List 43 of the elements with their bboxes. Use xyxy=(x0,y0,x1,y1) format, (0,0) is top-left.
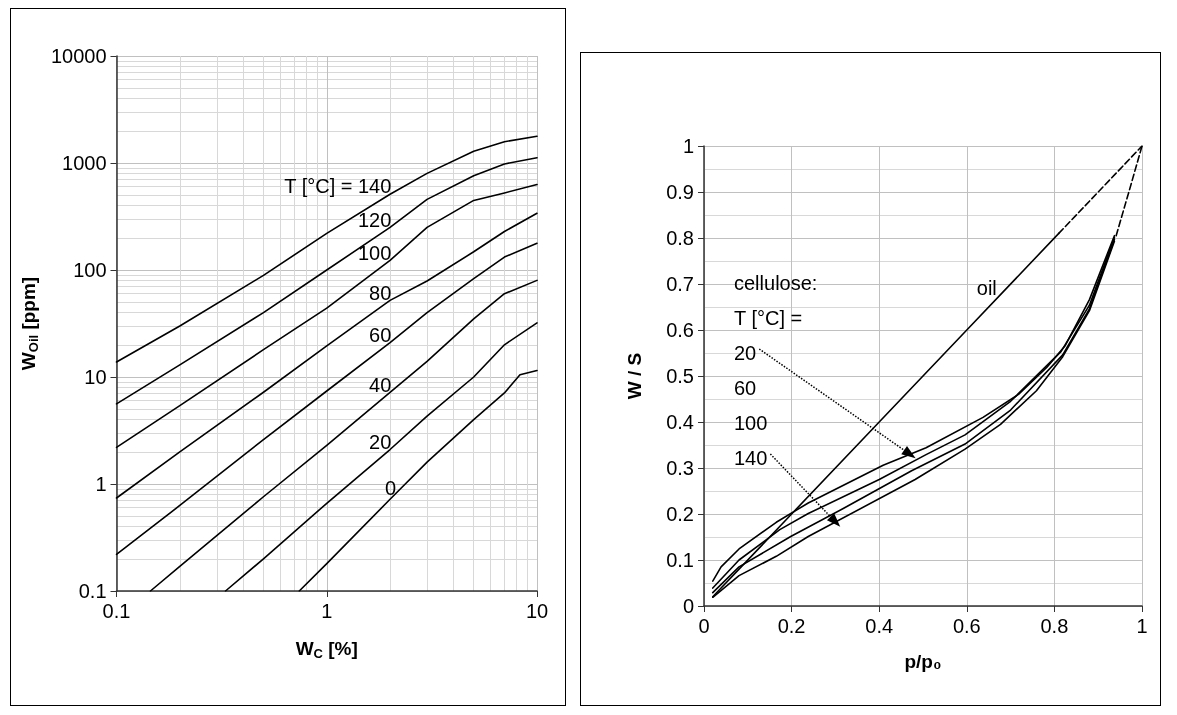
y-tick-label: 1000 xyxy=(62,152,107,174)
annotation: 0 xyxy=(384,477,397,500)
annotation: cellulose: xyxy=(734,272,818,294)
annotation: 20 xyxy=(369,431,392,454)
annotation: 140 xyxy=(734,447,768,469)
x-tick-label: 1 xyxy=(321,600,333,622)
y-tick-label: 1 xyxy=(682,135,694,157)
y-axis-title: W / S xyxy=(624,352,645,400)
y-tick-label: 0.1 xyxy=(666,549,694,571)
x-tick-label: 0 xyxy=(698,615,710,637)
annotation: T [°C] = 140 xyxy=(284,175,392,198)
y-tick-label: 0.5 xyxy=(666,365,694,387)
annotation: 60 xyxy=(734,377,757,399)
y-tick-label: 0.8 xyxy=(666,227,694,249)
y-tick-label: 0.4 xyxy=(666,411,694,433)
annotation: 100 xyxy=(357,241,392,264)
series-label: oil xyxy=(976,277,997,300)
y-axis-title: WOil [ppm] xyxy=(18,276,41,371)
annotation: 80 xyxy=(369,282,392,305)
x-tick-label: 0.2 xyxy=(777,615,806,637)
annotation: 60 xyxy=(369,324,392,347)
y-tick-label: 10 xyxy=(84,366,107,388)
y-tick-label: 0.2 xyxy=(666,503,694,525)
y-tick-label: 0.3 xyxy=(666,457,694,479)
y-tick-label: 1 xyxy=(95,473,107,495)
annotation: T [°C] = xyxy=(734,307,803,329)
x-tick-label: 0.6 xyxy=(952,615,981,637)
y-tick-label: 0.1 xyxy=(78,580,107,602)
annotation: 120 xyxy=(357,208,392,231)
y-tick-label: 0.9 xyxy=(666,181,694,203)
x-tick-label: 0.1 xyxy=(102,600,131,622)
y-tick-label: 100 xyxy=(73,259,107,281)
annotation: 40 xyxy=(369,374,392,397)
x-tick-label: 1 xyxy=(1136,615,1148,637)
annotation: 20 xyxy=(734,342,757,364)
x-tick-label: 10 xyxy=(525,600,549,622)
annotation: 100 xyxy=(734,412,768,434)
x-tick-label: 0.4 xyxy=(865,615,894,637)
x-tick-label: 0.8 xyxy=(1040,615,1069,637)
y-tick-label: 10000 xyxy=(50,45,107,67)
y-tick-label: 0.6 xyxy=(666,319,694,341)
y-tick-label: 0.7 xyxy=(666,273,694,295)
x-axis-title: p/p₀ xyxy=(904,651,942,672)
